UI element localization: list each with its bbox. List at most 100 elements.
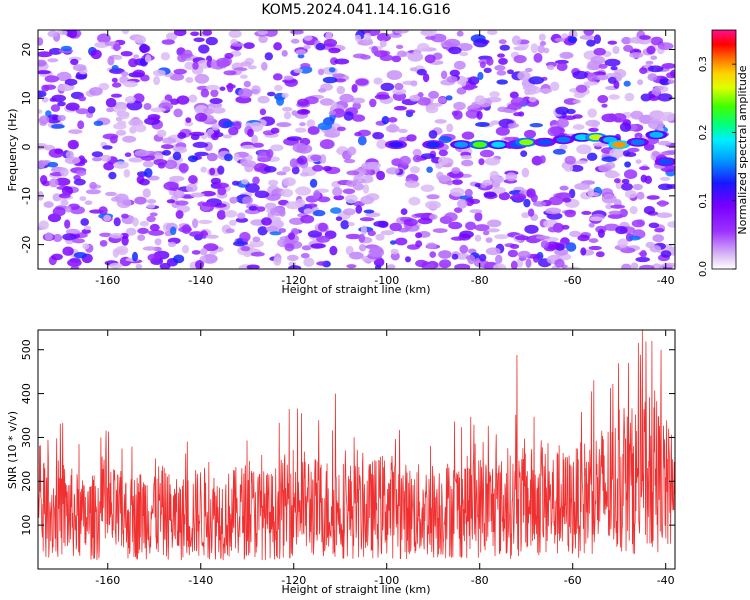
heatmap-cell [340, 220, 350, 230]
heatmap-cell [217, 165, 225, 175]
heatmap-cell [246, 154, 253, 161]
heatmap-cell [118, 112, 130, 120]
heatmap-cell [258, 35, 268, 44]
heatmap-cell [513, 112, 522, 117]
heatmap-cell [487, 219, 502, 228]
heatmap-cell [75, 108, 89, 115]
heatmap-cell [650, 55, 658, 60]
heatmap-cell [159, 262, 171, 269]
heatmap-cell [564, 209, 576, 218]
heatmap-cell [449, 69, 460, 77]
heatmap-cell [64, 78, 78, 86]
heatmap-cell [416, 68, 427, 76]
heatmap-cell [170, 226, 177, 236]
heatmap-cell [105, 191, 117, 197]
heatmap-cell [257, 95, 270, 104]
heatmap-cell [352, 102, 362, 110]
heatmap-cell [106, 107, 114, 113]
heatmap-cell [410, 80, 418, 87]
heatmap-cell [287, 254, 299, 262]
heatmap-cell [555, 106, 570, 115]
heatmap-cell [639, 264, 655, 269]
heatmap-cell [107, 56, 115, 66]
heatmap-cell [328, 67, 336, 73]
signal-peak [612, 141, 627, 148]
heatmap-cell [426, 242, 437, 250]
heatmap-cell [630, 262, 639, 269]
heatmap-cell [176, 95, 190, 105]
heatmap-cell [38, 109, 43, 114]
heatmap-cell [376, 32, 392, 42]
heatmap-cell [479, 61, 486, 69]
heatmap-cell [390, 240, 397, 245]
heatmap-cell [517, 250, 531, 259]
heatmap-cell [332, 108, 346, 118]
heatmap-cell [453, 101, 466, 111]
heatmap-cell [465, 109, 480, 119]
heatmap-cell [257, 30, 268, 35]
heatmap-cell [122, 135, 137, 143]
heatmap-cell [422, 73, 430, 83]
heatmap-cell [89, 87, 103, 96]
heatmap-cell [381, 116, 390, 125]
heatmap-cell [475, 122, 490, 127]
heatmap-cell [627, 147, 640, 153]
heatmap-cell [609, 172, 621, 177]
heatmap-cell [57, 114, 66, 122]
heatmap-cell [528, 96, 537, 103]
heatmap-cell [449, 187, 465, 197]
heatmap-cell [229, 196, 238, 204]
heatmap-cell [572, 124, 585, 130]
heatmap-cell [440, 70, 448, 80]
heatmap-cell [564, 155, 576, 165]
heatmap-cell [420, 184, 435, 192]
heatmap-cell [274, 84, 283, 92]
heatmap-cell [205, 36, 218, 46]
heatmap-cell [58, 193, 71, 199]
heatmap-cell [573, 92, 586, 99]
signal-peak [389, 141, 403, 148]
heatmap-cell [200, 248, 208, 256]
heatmap-cell [325, 31, 333, 42]
colorbar-label: Normalized spectral amplitude [736, 65, 749, 234]
heatmap-cell [474, 95, 486, 105]
heatmap-cell [457, 199, 468, 209]
snr-y-tick-label: 100 [20, 515, 33, 536]
heatmap-cell [98, 82, 110, 91]
heatmap-cell [548, 196, 564, 206]
heatmap-cell [113, 55, 123, 61]
heatmap-cell [65, 205, 72, 213]
heatmap-cell [103, 162, 115, 171]
heatmap-cell [545, 207, 562, 215]
heatmap-cell [660, 250, 672, 258]
heatmap-cell [233, 121, 242, 130]
heatmap-cell [409, 67, 418, 72]
heatmap-cell [60, 45, 72, 52]
heatmap-cell [46, 114, 62, 124]
heatmap-cell [113, 161, 129, 169]
heatmap-cell [209, 98, 223, 104]
heatmap-cell [77, 120, 85, 130]
heatmap-cell [597, 95, 609, 104]
heatmap-cell [368, 247, 385, 258]
heatmap-cell [291, 166, 300, 175]
heatmap-cell [497, 106, 508, 113]
heatmap-cell [167, 241, 177, 248]
heatmap-cell [640, 250, 647, 258]
heatmap-x-tick-label: -100 [374, 274, 399, 287]
heatmap-cell [487, 228, 500, 233]
heatmap-cell [484, 157, 501, 166]
heatmap-cell [160, 52, 171, 61]
heatmap-cell [601, 193, 617, 204]
heatmap-cell [376, 170, 386, 181]
heatmap-cell [147, 175, 160, 181]
heatmap-cell [333, 195, 345, 201]
heatmap-cell [520, 150, 528, 157]
heatmap-cell [317, 68, 325, 76]
heatmap-cell [628, 235, 641, 241]
heatmap-cell [646, 45, 656, 55]
signal-peak [472, 141, 487, 148]
heatmap-cell [65, 102, 80, 111]
heatmap-cell [192, 141, 209, 148]
heatmap-cell [133, 54, 140, 59]
